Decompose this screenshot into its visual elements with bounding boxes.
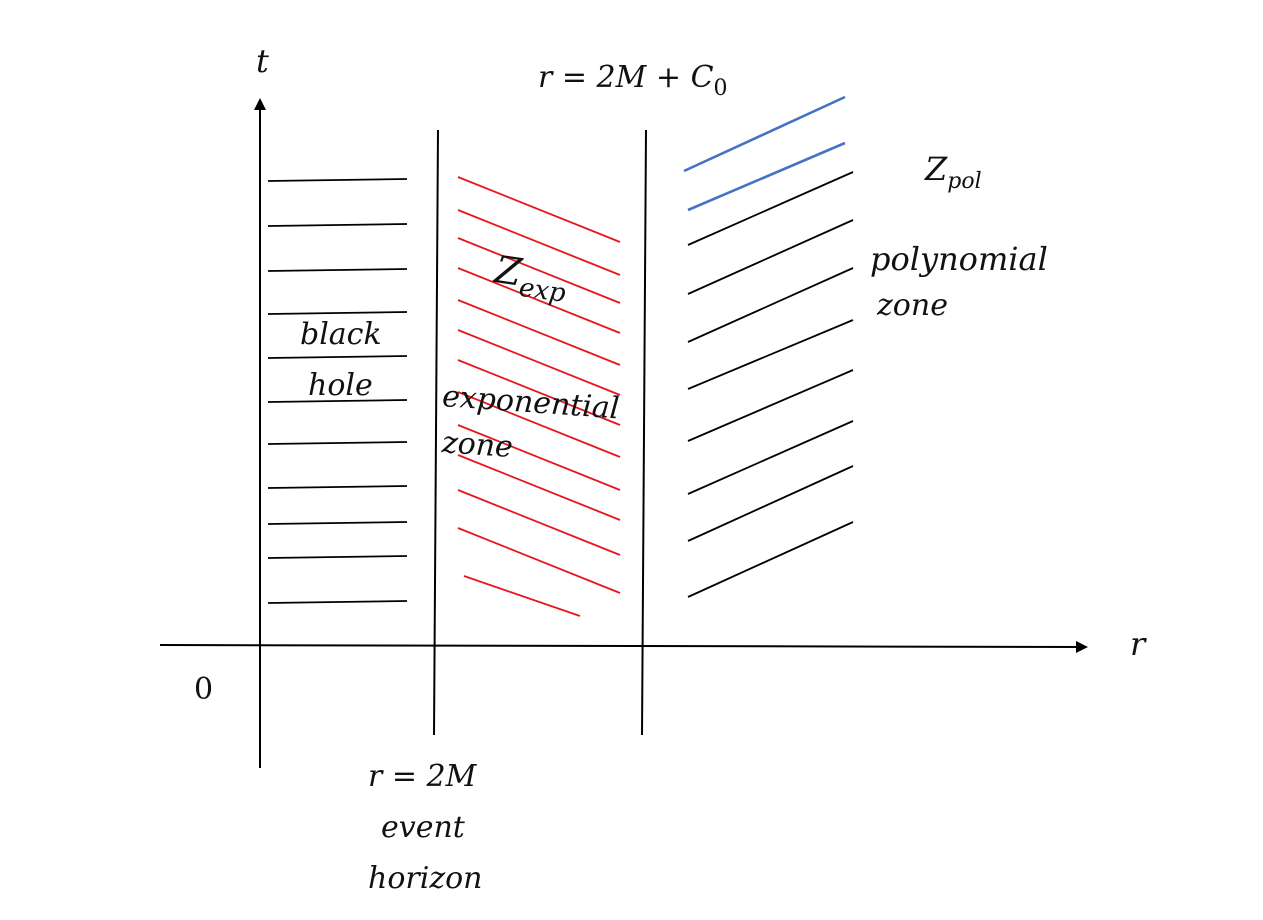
polynomial-highlight-line bbox=[683, 95, 846, 173]
exponential-hatch-line bbox=[457, 329, 621, 396]
event-horizon-label-line2: horizon bbox=[368, 861, 483, 896]
exponential-hatch-line bbox=[457, 267, 621, 334]
black-hole-hatch-line bbox=[267, 600, 408, 604]
exponential-hatch-line bbox=[457, 424, 621, 491]
exponential-zone-hatching bbox=[457, 176, 621, 617]
exponential-hatch-line bbox=[457, 489, 621, 556]
black-hole-hatch-line bbox=[267, 555, 408, 559]
polynomial-hatch-line bbox=[687, 319, 854, 390]
black-hole-hatch-line bbox=[267, 441, 408, 445]
black-hole-hatching bbox=[267, 178, 408, 604]
origin-label: 0 bbox=[194, 672, 213, 707]
black-hole-hatch-line bbox=[267, 355, 408, 359]
polynomial-hatch-line bbox=[687, 267, 854, 343]
polynomial-highlight-line bbox=[687, 141, 846, 212]
black-hole-hatch-line bbox=[267, 268, 408, 272]
z-exp-subscript: exp bbox=[517, 273, 568, 309]
black-hole-hatch-line bbox=[267, 485, 408, 489]
polynomial-hatch-line bbox=[687, 369, 854, 442]
exponential-hatch-line bbox=[457, 391, 621, 458]
z-exp-symbol: Zexp bbox=[490, 247, 571, 309]
exponential-hatch-line bbox=[457, 209, 621, 276]
z-exp-letter: Z bbox=[491, 247, 525, 294]
polynomial-hatch-line bbox=[687, 420, 854, 495]
polynomial-zone-label-line1: polynomial bbox=[870, 240, 1048, 278]
polynomial-zone-label-line2: zone bbox=[876, 288, 948, 323]
exponential-zone-label-line2: zone bbox=[440, 425, 514, 465]
r-axis bbox=[159, 640, 1088, 653]
black-hole-label-line2: hole bbox=[308, 368, 373, 403]
exponential-hatch-line bbox=[457, 237, 621, 304]
polynomial-hatch-line bbox=[687, 219, 854, 295]
exponential-hatch-line bbox=[457, 527, 621, 594]
exponential-hatch-line bbox=[457, 359, 621, 426]
event-horizon-equation: r = 2M bbox=[368, 759, 478, 794]
outer-boundary-eq-prefix: r = 2M + bbox=[538, 60, 691, 95]
outer-boundary-line bbox=[641, 129, 647, 736]
black-hole-hatch-line bbox=[267, 521, 408, 525]
exponential-zone-label: exponential zone bbox=[440, 379, 621, 465]
black-hole-hatch-line bbox=[267, 223, 408, 227]
z-pol-letter: Z bbox=[924, 150, 948, 188]
exponential-hatch-line bbox=[457, 176, 621, 243]
outer-boundary-equation: r = 2M + C0 bbox=[538, 60, 728, 101]
exponential-hatch-line bbox=[457, 299, 621, 366]
outer-boundary-eq-subscript: 0 bbox=[714, 76, 728, 101]
z-pol-symbol: Zpol bbox=[924, 150, 982, 194]
z-pol-subscript: pol bbox=[947, 169, 981, 194]
exponential-hatch-line bbox=[457, 454, 621, 521]
polynomial-zone-hatching bbox=[683, 95, 854, 598]
polynomial-hatch-line bbox=[687, 171, 854, 246]
exponential-hatch-line bbox=[463, 575, 581, 617]
r-axis-label: r bbox=[1130, 625, 1147, 663]
polynomial-hatch-line bbox=[687, 465, 854, 542]
event-horizon-line bbox=[433, 129, 439, 736]
black-hole-hatch-line bbox=[267, 399, 408, 403]
event-horizon-label-line1: event bbox=[381, 810, 466, 845]
svg-text:Zexp: Zexp bbox=[490, 247, 571, 309]
black-hole-hatch-line bbox=[267, 311, 408, 315]
exponential-zone-label-line1: exponential bbox=[441, 379, 620, 426]
black-hole-hatch-line bbox=[267, 178, 408, 182]
t-axis-label: t bbox=[256, 42, 269, 80]
polynomial-hatch-line bbox=[687, 521, 854, 598]
black-hole-label-line1: black bbox=[300, 317, 382, 352]
outer-boundary-eq-symbol: C bbox=[691, 60, 714, 95]
